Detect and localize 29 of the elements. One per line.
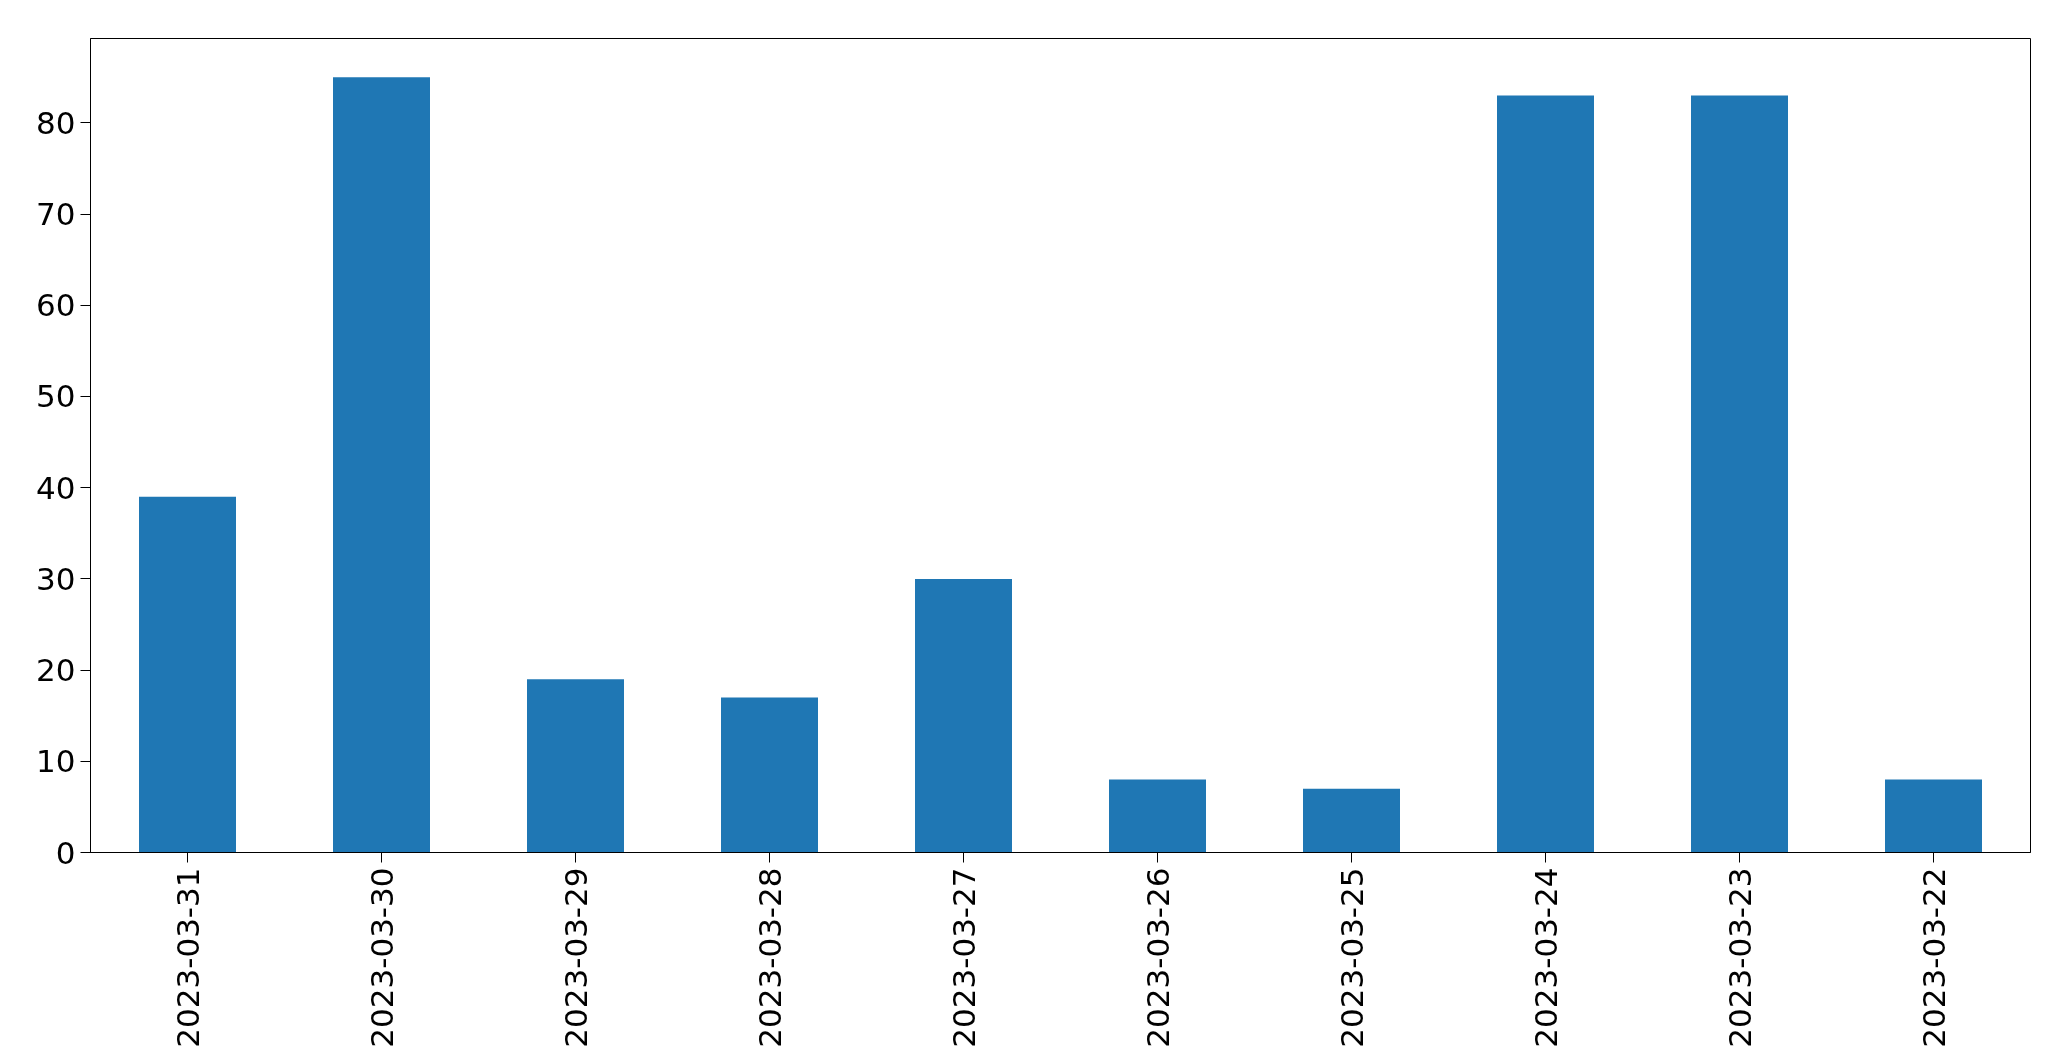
- bar: [1691, 95, 1788, 853]
- y-tick-label: 50: [36, 378, 76, 415]
- x-tick-label: 2023-03-30: [363, 867, 400, 1048]
- bar: [527, 679, 624, 853]
- bar: [139, 496, 236, 853]
- y-tick-label: 10: [36, 743, 76, 780]
- y-tick-label: 0: [55, 834, 76, 871]
- bar: [915, 578, 1012, 853]
- bar: [1497, 95, 1594, 853]
- y-tick-label: 60: [36, 287, 76, 324]
- x-tick-label: 2023-03-24: [1527, 867, 1564, 1048]
- y-tick-label: 40: [36, 469, 76, 506]
- x-tick-label: 2023-03-27: [945, 867, 982, 1048]
- y-tick-label: 80: [36, 104, 76, 141]
- y-tick-label: 30: [36, 560, 76, 597]
- x-tick-label: 2023-03-29: [557, 867, 594, 1048]
- bar: [1303, 788, 1400, 853]
- bar: [333, 77, 430, 853]
- bar: [721, 697, 818, 853]
- x-tick-label: 2023-03-31: [169, 867, 206, 1048]
- bar: [1885, 779, 1982, 853]
- y-tick-label: 70: [36, 196, 76, 233]
- y-tick-label: 20: [36, 652, 76, 689]
- x-tick-label: 2023-03-25: [1333, 867, 1370, 1048]
- x-tick-label: 2023-03-22: [1915, 867, 1952, 1048]
- x-tick-label: 2023-03-28: [751, 867, 788, 1048]
- x-tick-label: 2023-03-23: [1721, 867, 1758, 1048]
- x-tick-label: 2023-03-26: [1139, 867, 1176, 1048]
- bar: [1109, 779, 1206, 853]
